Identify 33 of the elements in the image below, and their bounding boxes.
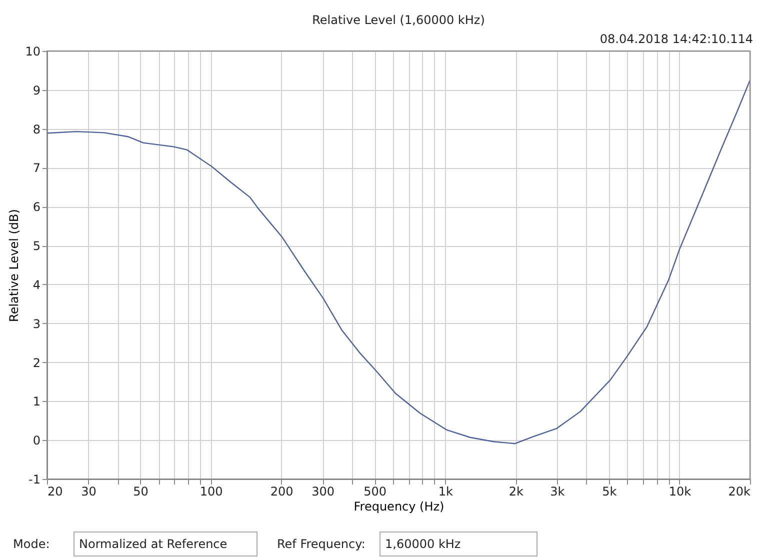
x-tick-label: 50 <box>133 484 148 498</box>
x-tick-label: 3k <box>550 484 565 498</box>
x-tick-label: 10k <box>668 484 692 498</box>
x-tick-label: 200 <box>270 484 294 498</box>
y-tick-label: 7 <box>32 161 40 176</box>
x-tick-label: 500 <box>364 484 387 498</box>
x-tick-label: 1k <box>438 484 453 498</box>
y-tick-label: 10 <box>25 44 40 58</box>
x-tick-label: 30 <box>81 484 96 498</box>
y-tick-label: 4 <box>32 278 40 292</box>
text: Normalized at Reference <box>79 537 228 551</box>
x-axis-title: Frequency (Hz) <box>354 500 444 514</box>
x-tick-label: 300 <box>312 484 335 498</box>
chart-title: Relative Level (1,60000 kHz) <box>312 13 485 27</box>
y-tick-label: 6 <box>32 200 40 214</box>
y-tick-label: 2 <box>32 356 40 370</box>
text: Mode: <box>13 537 50 551</box>
y-tick-label: 1 <box>32 394 40 409</box>
x-tick-label: 20k <box>728 484 751 498</box>
text: Ref Frequency: <box>277 537 366 551</box>
y-tick-label: 0 <box>32 434 40 448</box>
y-tick-label: 3 <box>32 316 40 331</box>
x-tick-label: 5k <box>602 484 617 498</box>
y-tick-label: 8 <box>32 122 40 136</box>
text: 08.04.2018 14:42:10.114 <box>600 32 753 46</box>
x-tick-label: 2k <box>508 484 524 498</box>
y-axis-title: Relative Level (dB) <box>7 209 22 322</box>
y-tick-label: -1 <box>28 472 40 486</box>
y-tick-label: 9 <box>32 83 40 98</box>
x-tick-label: 20 <box>48 484 63 498</box>
y-tick-label: 5 <box>32 239 40 254</box>
text: 1,60000 kHz <box>385 537 461 551</box>
x-tick-label: 100 <box>200 484 223 498</box>
